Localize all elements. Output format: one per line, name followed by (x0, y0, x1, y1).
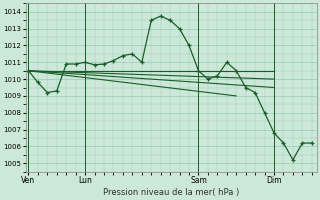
X-axis label: Pression niveau de la mer( hPa ): Pression niveau de la mer( hPa ) (103, 188, 239, 197)
